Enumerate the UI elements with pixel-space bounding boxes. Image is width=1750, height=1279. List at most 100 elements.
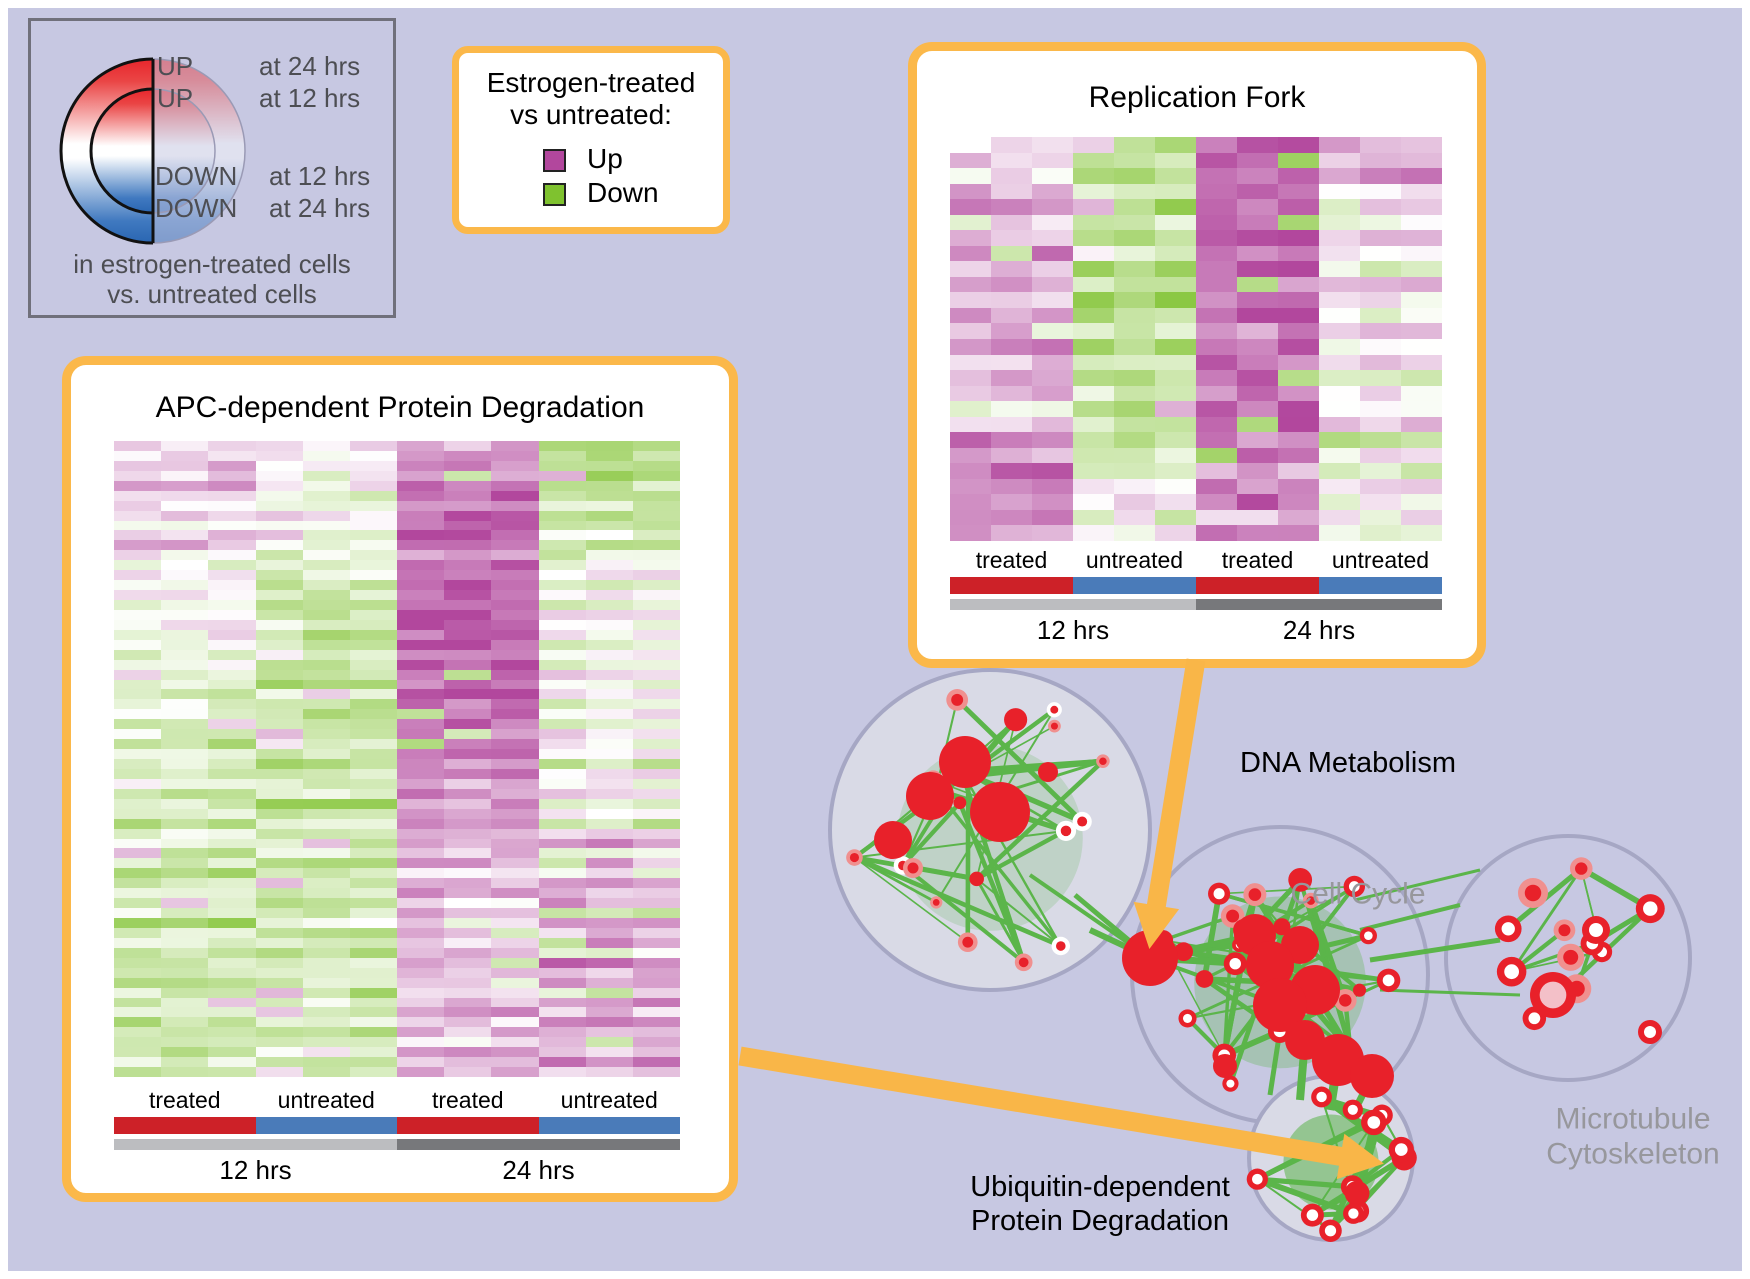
heatmap-cell [632,600,680,610]
apc-condition-bars [114,1117,680,1134]
heatmap-cell [538,918,586,928]
heatmap-cell [444,520,492,531]
heatmap-cell [632,629,680,640]
heatmap-cell [1360,276,1401,293]
rf-group-label-4: untreated [1331,547,1430,573]
heatmap-cell [1073,385,1114,402]
heatmap-cell [161,788,209,799]
heatmap-cell [585,878,633,889]
heatmap-cell [302,609,350,620]
heatmap-cell [491,600,539,610]
heatmap-cell [1401,432,1442,448]
heatmap-cell [397,739,445,750]
heatmap-cell [632,749,680,759]
heatmap-cell [161,987,209,998]
heatmap-cell [585,838,633,849]
heatmap-cell [302,838,350,849]
heatmap-cell [349,798,397,809]
heatmap-cell [1237,230,1278,246]
heatmap-cell [1155,183,1196,200]
heatmap-cell [397,828,445,839]
cluster-label-cell: Cell Cycle [1290,877,1426,911]
heatmap-cell [161,977,209,988]
heatmap-cell [397,560,445,571]
heatmap-cell [1073,416,1114,433]
heatmap-cell [991,199,1032,215]
heatmap-cell [632,679,680,690]
heatmap-cell [1073,354,1114,371]
heatmap-cell [255,699,303,710]
heatmap-cell [1319,168,1360,184]
heatmap-cell [349,908,397,918]
heatmap-cell [1278,494,1319,510]
heatmap-cell [1114,463,1155,479]
heatmap-cell [491,888,539,899]
heatmap-cell [302,788,350,799]
heatmap-cell [538,1017,586,1028]
heatmap-cell [632,878,680,889]
heatmap-cell [349,600,397,610]
heatmap-cell [1278,276,1319,293]
heatmap-cell [255,798,303,809]
heatmap-cell [255,550,303,561]
heatmap-cell [585,560,633,571]
heatmap-cell [1196,463,1237,479]
heatmap-cell [161,768,209,779]
heatmap-cell [302,898,350,909]
heatmap-cell [491,540,539,551]
heatmap-cell [632,560,680,571]
heatmap-cell [1278,261,1319,277]
heatmap-cell [950,152,991,169]
heatmap-cell [349,947,397,958]
heatmap-cell [632,937,680,948]
heatmap-cell [208,649,256,660]
heatmap-cell [991,168,1032,184]
heatmap-cell [1196,509,1237,526]
heatmap-cell [1196,152,1237,169]
heatmap-cell [397,808,445,819]
heatmap-cell [632,659,680,670]
heatmap-cell [397,709,445,720]
heatmap-cell [1278,137,1319,153]
heatmap-cell [585,639,633,650]
heatmap-cell [1237,199,1278,215]
ring-legend-down12-dir: DOWN [155,161,238,191]
heatmap-cell [491,1007,539,1018]
heatmap-cell [208,918,256,928]
ring-legend-up12-time: at 12 hrs [259,83,361,113]
heatmap-cell [1278,230,1319,246]
heatmap-cell [491,510,539,521]
heatmap-cell [302,560,350,571]
heatmap-cell [991,137,1032,153]
rf-group-label-3: treated [1221,547,1294,573]
heatmap-cell [991,416,1032,433]
heatmap-cell [1073,276,1114,293]
heatmap-cell [585,977,633,988]
heatmap-cell [114,441,162,451]
heatmap-cell [349,868,397,879]
heatmap-cell [1360,509,1401,526]
heatmap-cell [1237,478,1278,495]
heatmap-cell [161,490,209,501]
heatmap-cell [397,868,445,879]
heatmap-cell [302,818,350,829]
heatmap-cell [349,918,397,928]
heatmap-cell [950,494,991,510]
heatmap-cell [255,918,303,928]
heatmap-cell [585,778,633,789]
heatmap-cell [491,689,539,700]
heatmap-cell [114,1007,162,1018]
heatmap-cell [538,788,586,799]
heatmap-cell [114,1027,162,1038]
heatmap-cell [491,550,539,561]
heatmap-cell [632,470,680,481]
ring-legend-footer-2: vs. untreated cells [107,279,317,309]
heatmap-cell [444,540,492,551]
heatmap-cell [538,619,586,630]
heatmap-cell [114,828,162,839]
heatmap-cell [349,550,397,561]
heatmap-cell [585,1057,633,1068]
heatmap-cell [161,749,209,759]
heatmap-cell [1155,463,1196,479]
heatmap-cell [538,888,586,899]
